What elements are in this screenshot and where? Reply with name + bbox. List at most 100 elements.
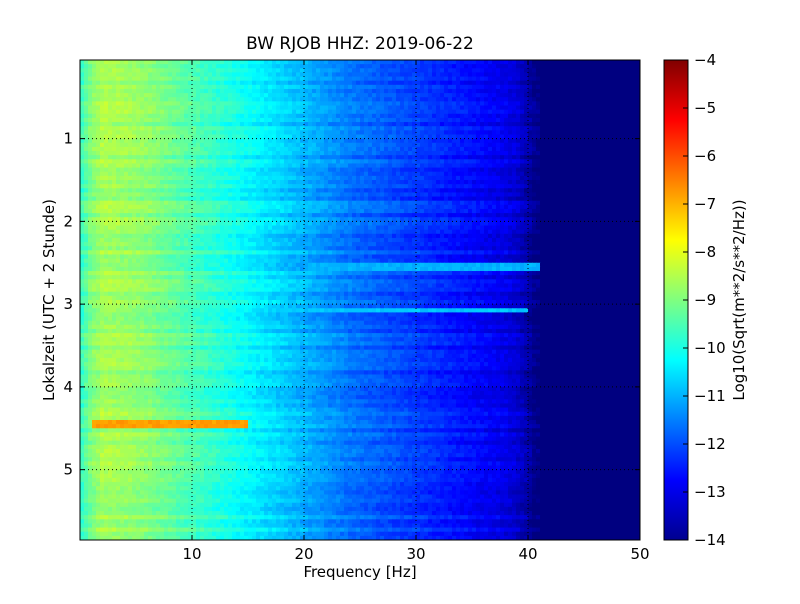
heatmap-cell [504, 109, 509, 115]
heatmap-cell [520, 117, 525, 123]
heatmap-cell [388, 72, 393, 78]
heatmap-cell [348, 192, 353, 198]
heatmap-cell [608, 126, 613, 131]
heatmap-cell [472, 97, 477, 102]
heatmap-cell [380, 171, 385, 177]
heatmap-cell [392, 109, 397, 115]
heatmap-cell [328, 188, 333, 194]
heatmap-cell [520, 60, 525, 65]
heatmap-cell [236, 175, 241, 181]
heatmap-cell [108, 167, 113, 173]
heatmap-cell [320, 101, 325, 107]
heatmap-cell [356, 130, 361, 136]
heatmap-cell [436, 117, 441, 123]
heatmap-cell [368, 72, 373, 78]
heatmap-cell [208, 146, 213, 152]
heatmap-cell [464, 130, 469, 136]
heatmap-cell [100, 84, 105, 90]
heatmap-cell [396, 64, 401, 69]
heatmap-cell [388, 167, 393, 173]
heatmap-cell [472, 196, 477, 202]
heatmap-cell [564, 163, 569, 169]
heatmap-cell [228, 117, 233, 123]
heatmap-cell [344, 171, 349, 177]
heatmap-cell [524, 76, 529, 82]
heatmap-cell [588, 117, 593, 123]
heatmap-cell [136, 167, 141, 173]
heatmap-cell [532, 76, 537, 82]
heatmap-cell [88, 68, 93, 74]
heatmap-cell [484, 134, 489, 140]
heatmap-cell [256, 142, 261, 148]
heatmap-cell [452, 142, 457, 148]
heatmap-cell [468, 64, 473, 69]
heatmap-cell [156, 163, 161, 169]
heatmap-cell [416, 200, 421, 206]
heatmap-cell [128, 97, 133, 102]
heatmap-cell [480, 80, 485, 86]
heatmap-cell [188, 60, 193, 65]
heatmap-cell [472, 88, 477, 94]
heatmap-cell [324, 146, 329, 152]
heatmap-cell [380, 109, 385, 115]
heatmap-cell [548, 184, 553, 189]
heatmap-cell [148, 192, 153, 198]
heatmap-cell [208, 155, 213, 160]
heatmap-cell [376, 113, 381, 119]
heatmap-cell [592, 146, 597, 152]
heatmap-cell [224, 64, 229, 69]
heatmap-cell [408, 80, 413, 86]
heatmap-cell [128, 101, 133, 107]
heatmap-cell [164, 60, 169, 65]
heatmap-cell [196, 163, 201, 169]
heatmap-cell [164, 101, 169, 107]
heatmap-cell [208, 60, 213, 65]
heatmap-cell [292, 155, 297, 160]
heatmap-cell [608, 192, 613, 198]
heatmap-cell [368, 101, 373, 107]
heatmap-cell [340, 163, 345, 169]
heatmap-cell [372, 175, 377, 181]
heatmap-cell [364, 142, 369, 148]
heatmap-cell [576, 159, 581, 165]
heatmap-cell [556, 113, 561, 119]
heatmap-cell [340, 196, 345, 202]
heatmap-cell [620, 109, 625, 115]
heatmap-cell [88, 180, 93, 185]
heatmap-cell [600, 105, 605, 111]
heatmap-cell [612, 184, 617, 189]
heatmap-cell [160, 105, 165, 111]
heatmap-cell [500, 134, 505, 140]
heatmap-cell [372, 76, 377, 82]
heatmap-cell [392, 80, 397, 86]
heatmap-cell [480, 196, 485, 202]
heatmap-cell [420, 126, 425, 131]
heatmap-cell [384, 80, 389, 86]
heatmap-cell [316, 184, 321, 189]
heatmap-cell [104, 76, 109, 82]
heatmap-cell [264, 97, 269, 102]
heatmap-cell [200, 163, 205, 169]
heatmap-cell [252, 138, 257, 144]
heatmap-cell [428, 76, 433, 82]
heatmap-cell [392, 204, 397, 210]
heatmap-cell [476, 80, 481, 86]
heatmap-cell [500, 60, 505, 65]
heatmap-cell [108, 184, 113, 189]
heatmap-cell [176, 159, 181, 165]
heatmap-cell [244, 97, 249, 102]
heatmap-cell [128, 188, 133, 194]
heatmap-cell [536, 80, 541, 86]
heatmap-cell [412, 109, 417, 115]
heatmap-cell [192, 126, 197, 131]
heatmap-cell [368, 180, 373, 185]
heatmap-cell [344, 117, 349, 123]
heatmap-cell [368, 64, 373, 69]
heatmap-cell [576, 163, 581, 169]
heatmap-cell [444, 142, 449, 148]
heatmap-cell [204, 72, 209, 78]
heatmap-cell [404, 68, 409, 74]
heatmap-cell [484, 101, 489, 107]
heatmap-cell [608, 68, 613, 74]
heatmap-cell [592, 80, 597, 86]
